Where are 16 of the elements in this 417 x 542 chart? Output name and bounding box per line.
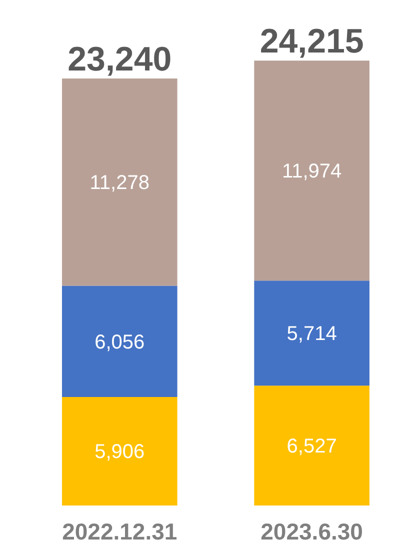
bar	[62, 78, 178, 286]
data-label: 11,278	[90, 172, 150, 194]
total-label: 24,215	[260, 22, 364, 61]
x-tick-label: 2022.12.31	[62, 518, 178, 542]
bar	[254, 60, 370, 281]
bar	[62, 396, 178, 506]
x-tick-label: 2023.6.30	[260, 518, 363, 542]
data-label: 6,527	[286, 436, 337, 458]
bar	[62, 286, 178, 397]
data-label: 6,056	[94, 331, 145, 354]
total-label: 23,240	[68, 40, 172, 78]
bar	[254, 386, 370, 506]
data-label: 5,906	[94, 441, 145, 464]
data-label: 11,974	[282, 160, 342, 183]
bar	[254, 280, 370, 386]
data-label: 5,714	[286, 323, 337, 346]
